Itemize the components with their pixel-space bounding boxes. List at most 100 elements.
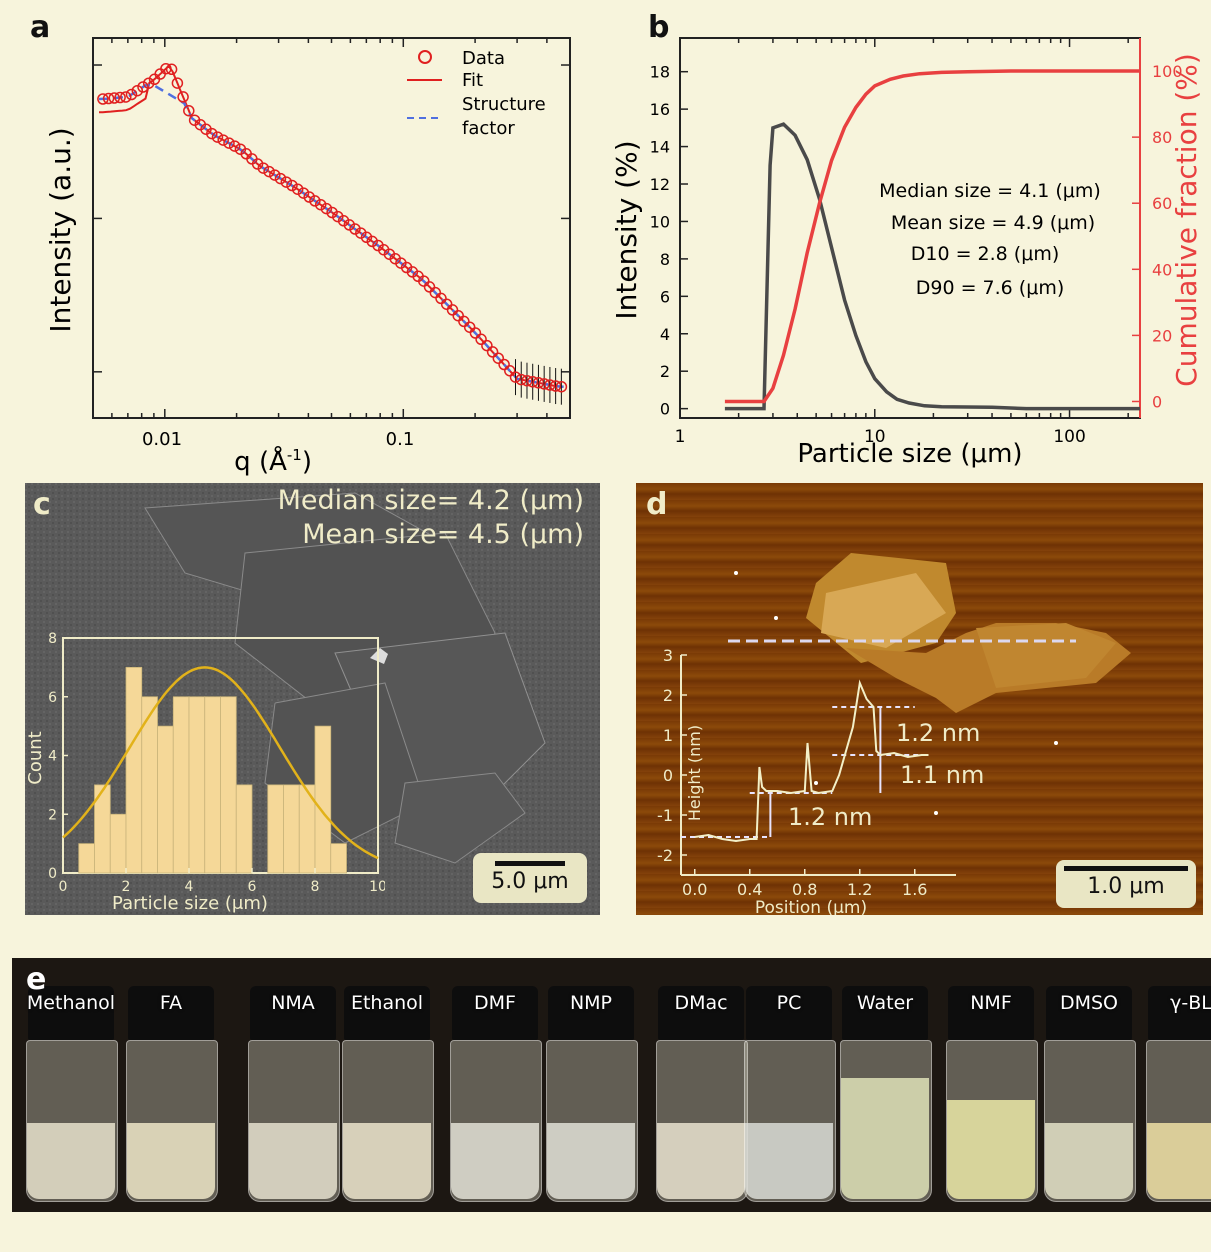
size-xtick-label: 100 xyxy=(1053,427,1085,447)
data-point xyxy=(206,127,218,140)
solvent-label: DMac xyxy=(674,992,728,1014)
solvent-label: γ-BL xyxy=(1170,992,1211,1014)
data-point xyxy=(217,134,229,146)
stat-d90: D90 = 7.6 (μm) xyxy=(916,277,1064,299)
data-point xyxy=(102,92,115,105)
height-ylabel: Height (nm) xyxy=(685,725,704,821)
histogram-bar xyxy=(204,696,221,874)
data-point xyxy=(114,91,126,104)
right-ytick-label: 60 xyxy=(1152,194,1172,213)
data-point xyxy=(509,371,522,383)
data-point xyxy=(504,365,516,377)
vial-cap xyxy=(28,986,114,1040)
data-point xyxy=(549,380,562,392)
legend-data-marker xyxy=(418,50,432,64)
height-profile-line xyxy=(694,679,929,843)
solvent-label: NMA xyxy=(271,992,315,1014)
vial-cap xyxy=(658,986,744,1040)
afm-scalebar: 1.0 μm xyxy=(1056,860,1196,908)
size-xtick-label: 10 xyxy=(864,427,886,447)
size-xtick-label: 1 xyxy=(675,427,686,447)
saxs-plot-area xyxy=(97,62,568,405)
data-point xyxy=(228,140,241,152)
solvent-label: FA xyxy=(159,992,183,1014)
panel-a: a 0.01 0.1 Intensity (a.u.) q (Å-1) Data… xyxy=(0,0,600,478)
hist-xlabel: Particle size (μm) xyxy=(112,893,268,913)
data-point xyxy=(108,92,121,104)
afm-scalebar-label: 1.0 μm xyxy=(1087,874,1165,899)
panel-b-label: b xyxy=(648,10,670,45)
hist-xtick-label: 0 xyxy=(59,879,68,895)
vial-cap xyxy=(1046,986,1132,1040)
vial-dispersion xyxy=(127,1123,215,1199)
data-point xyxy=(343,219,356,231)
size-ylabel-right: Cumulative fraction (%) xyxy=(1170,53,1203,387)
saxs-xlabel: q (Å-1) xyxy=(234,445,312,477)
profile-ytick-label: 2 xyxy=(663,686,673,705)
data-point xyxy=(429,286,442,299)
vial-dispersion xyxy=(343,1123,431,1199)
panel-c-label: c xyxy=(33,487,51,522)
vial-cap xyxy=(948,986,1034,1040)
data-point xyxy=(492,352,505,364)
sem-mean-label: Mean size= 4.5 (μm) xyxy=(302,519,584,550)
panel-b: b 0 2 4 6 8 10 12 14 16 18 0 20 40 60 80 100 1 10 100 Inte… xyxy=(600,0,1211,478)
stat-d10: D10 = 2.8 (μm) xyxy=(911,243,1059,265)
vial-dispersion xyxy=(451,1123,539,1199)
legend-data-label: Data xyxy=(462,48,505,69)
sem-scalebar-label: 5.0 μm xyxy=(491,869,569,894)
vial-cap xyxy=(842,986,928,1040)
solvent-label: PC xyxy=(776,992,802,1014)
data-point xyxy=(532,377,545,389)
data-point xyxy=(458,315,470,328)
data-point xyxy=(251,158,264,170)
data-point xyxy=(366,235,378,248)
vial-dispersion xyxy=(657,1123,745,1199)
histogram-bar xyxy=(172,696,190,874)
cumulative-fraction-line xyxy=(724,69,1140,404)
solvent-label: DMSO xyxy=(1059,992,1119,1014)
data-point xyxy=(165,63,178,76)
data-point xyxy=(337,215,350,227)
step-label-3: 1.2 nm xyxy=(788,803,872,831)
solvent-label: DMF xyxy=(474,992,516,1014)
profile-xtick-label: 0.0 xyxy=(682,880,707,899)
afm-height-profile: 3 2 1 0 -1 -2 0.0 0.4 0.8 1.2 1.6 Height (nm) Posi… xyxy=(657,646,984,915)
histogram-bar xyxy=(78,843,95,874)
profile-ytick-label: -2 xyxy=(657,846,673,865)
profile-ytick-label: -1 xyxy=(657,806,673,825)
profile-xtick-label: 1.2 xyxy=(847,880,872,899)
data-point xyxy=(481,339,493,352)
left-ytick-label: 6 xyxy=(660,287,670,306)
vial-cap xyxy=(128,986,214,1040)
height-xlabel: Position (μm) xyxy=(755,898,867,915)
data-point xyxy=(137,81,149,93)
histogram-bar xyxy=(220,696,237,874)
right-ytick-label: 0 xyxy=(1152,392,1162,411)
data-point xyxy=(475,333,487,346)
vial-dispersion xyxy=(249,1123,337,1199)
saxs-xtick-1: 0.1 xyxy=(386,429,415,450)
vial-cap xyxy=(548,986,634,1040)
hist-xtick-label: 2 xyxy=(122,879,131,895)
saxs-ylabel: Intensity (a.u.) xyxy=(44,127,77,332)
panel-e-label: e xyxy=(26,962,47,997)
size-plot-area xyxy=(724,69,1140,411)
data-point xyxy=(555,380,568,393)
data-point xyxy=(280,176,293,188)
panel-c-sem-image: Median size= 4.2 (μm) Mean size= 4.5 (μm… xyxy=(25,483,600,915)
vial-dispersion xyxy=(547,1123,635,1199)
right-ytick-label: 100 xyxy=(1152,62,1183,81)
data-point xyxy=(526,376,539,388)
sem-median-label: Median size= 4.2 (μm) xyxy=(277,485,584,516)
afm-flake-image xyxy=(728,553,1131,815)
data-point xyxy=(211,131,224,143)
stat-median: Median size = 4.1 (μm) xyxy=(879,180,1101,202)
data-point xyxy=(521,374,533,387)
data-point xyxy=(326,206,338,219)
sem-scalebar: 5.0 μm xyxy=(473,853,587,903)
data-point xyxy=(223,137,235,149)
structure-factor-curve xyxy=(98,83,564,388)
panel-d-afm-image: d 3 2 1 0 -1 -2 0.0 0.4 0.8 1.2 1.6 Height (nm) Po… xyxy=(636,483,1203,915)
data-point xyxy=(309,195,321,207)
